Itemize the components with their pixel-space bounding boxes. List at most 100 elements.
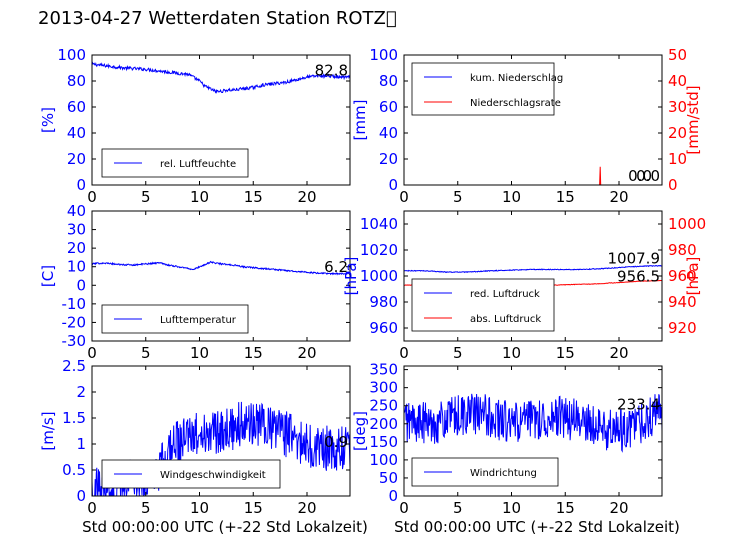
y-tick-label: 980 — [369, 293, 398, 311]
y-tick-label: 20 — [67, 150, 86, 168]
x-tick-label: 20 — [297, 344, 316, 362]
x-axis-label: Std 00:00:00 UTC (+-22 Std Lokalzeit) — [394, 518, 680, 536]
y-axis-label: [C] — [39, 265, 57, 287]
y-tick-label: 40 — [67, 124, 86, 142]
plot-frame — [91, 365, 351, 497]
x-tick-label: 10 — [190, 188, 209, 206]
y-tick-label: 1020 — [360, 241, 398, 259]
x-tick-label: 5 — [453, 344, 463, 362]
panel-luftdruck: 0 5 10 15 20 960 980 1000 1020 1040 920 940 960 980 10… — [342, 210, 706, 362]
y-tick-label: 1040 — [360, 215, 398, 233]
y-tick-label: 100 — [369, 46, 398, 64]
panel-wind: 0 5 10 15 20 0 0.5 1 1.5 2 2.5 [m/s] Std 00:00:00 UT… — [39, 357, 368, 536]
x-tick-label: 20 — [609, 344, 628, 362]
plot-frame — [403, 54, 663, 186]
series-line-feuchte-0 — [91, 61, 351, 94]
panel-niederschlag: 0 5 10 15 20 0 20 40 60 80 100 0 10 20 30 40 50 [mm/std] [… — [351, 46, 702, 206]
y2-tick-label: 940 — [668, 293, 697, 311]
last-value-annotation: 1007.9 — [608, 250, 661, 268]
x-axis-label: Std 00:00:00 UTC (+-22 Std Lokalzeit) — [82, 518, 368, 536]
y2-tick-label: 1000 — [668, 215, 706, 233]
x-tick-label: 0 — [399, 188, 409, 206]
series-line-niederschlag-1 — [404, 166, 662, 186]
y-tick-label: 40 — [379, 124, 398, 142]
series-line-windrichtung-0 — [403, 393, 663, 453]
x-tick-label: 0 — [399, 344, 409, 362]
y-tick-label: 80 — [379, 72, 398, 90]
y2-axis-label: [mm/std] — [684, 85, 702, 154]
legend-label: red. Luftdruck — [470, 289, 540, 300]
y-axis-label: [hPa] — [342, 257, 360, 296]
last-value-annotation: 233.4 — [617, 396, 660, 414]
y2-tick-label: 980 — [668, 241, 697, 259]
y-axis-label: [deg] — [351, 411, 369, 451]
y-tick-label: 0 — [76, 176, 86, 194]
y-tick-label: -30 — [62, 332, 87, 350]
y-tick-label: 150 — [369, 433, 398, 451]
x-tick-label: 5 — [141, 344, 151, 362]
y-tick-label: 80 — [67, 72, 86, 90]
y-tick-label: 960 — [369, 319, 398, 337]
last-value-annotation-2: 0.0 — [628, 167, 652, 185]
legend-label: kum. Niederschlag — [470, 73, 563, 84]
y-tick-label: 1000 — [360, 267, 398, 285]
y-tick-label: 200 — [369, 415, 398, 433]
y-axis-label: [m/s] — [39, 411, 57, 450]
x-tick-label: 0 — [399, 499, 409, 517]
y2-axis-label: [hPa] — [684, 257, 702, 296]
page-title: 2013-04-27 Wetterdaten Station ROTZ  — [38, 8, 397, 29]
y-tick-label: -20 — [62, 313, 87, 331]
x-tick-label: 20 — [609, 188, 628, 206]
y-tick-label: 20 — [67, 239, 86, 257]
legend-label: Niederschlagsrate — [470, 98, 561, 109]
last-value-annotation: 0.9 — [324, 433, 348, 451]
x-tick-label: 0 — [87, 344, 97, 362]
x-tick-label: 15 — [244, 499, 263, 517]
y-tick-label: 2.5 — [62, 357, 86, 375]
y-tick-label: 1.5 — [62, 409, 86, 427]
y-tick-label: -10 — [62, 295, 87, 313]
legend-label: Windgeschwindigkeit — [160, 470, 266, 481]
legend-box — [411, 278, 555, 332]
y-tick-label: 350 — [369, 361, 398, 379]
legend-label: Lufttemperatur — [160, 315, 237, 326]
last-value-annotation: 6.2 — [324, 258, 348, 276]
x-tick-label: 15 — [556, 344, 575, 362]
y-tick-label: 0 — [76, 487, 86, 505]
x-tick-label: 10 — [502, 188, 521, 206]
y-axis-label: [%] — [39, 107, 57, 133]
legend-label: rel. Luftfeuchte — [160, 159, 236, 170]
y-tick-label: 20 — [379, 150, 398, 168]
x-tick-label: 15 — [244, 344, 263, 362]
y-tick-label: 60 — [379, 98, 398, 116]
x-tick-label: 20 — [609, 499, 628, 517]
y-tick-label: 300 — [369, 379, 398, 397]
last-value-annotation-2: 956.5 — [617, 268, 660, 286]
panel-feuchte: 0 5 10 15 20 0 20 40 60 80 100 [%] 82.8 rel. Luftfeuc… — [39, 46, 351, 206]
y-tick-label: 0.5 — [62, 461, 86, 479]
y2-tick-label: 960 — [668, 267, 697, 285]
y-tick-label: 250 — [369, 397, 398, 415]
y-tick-label: 2 — [76, 383, 86, 401]
y2-tick-label: 50 — [668, 46, 687, 64]
series-line-temperatur-0 — [91, 260, 350, 276]
plot-frame — [91, 210, 351, 342]
x-tick-label: 15 — [556, 499, 575, 517]
x-tick-label: 5 — [141, 499, 151, 517]
y2-tick-label: 10 — [668, 150, 687, 168]
x-tick-label: 20 — [297, 499, 316, 517]
x-tick-label: 10 — [190, 499, 209, 517]
y-tick-label: 100 — [369, 451, 398, 469]
last-value-annotation: 82.8 — [315, 61, 348, 79]
y-tick-label: 0 — [76, 276, 86, 294]
x-tick-label: 20 — [297, 188, 316, 206]
y-tick-label: 0 — [388, 487, 398, 505]
x-tick-label: 15 — [244, 188, 263, 206]
y-tick-label: 0 — [388, 176, 398, 194]
x-tick-label: 10 — [502, 499, 521, 517]
x-tick-label: 5 — [453, 188, 463, 206]
x-tick-label: 0 — [87, 499, 97, 517]
